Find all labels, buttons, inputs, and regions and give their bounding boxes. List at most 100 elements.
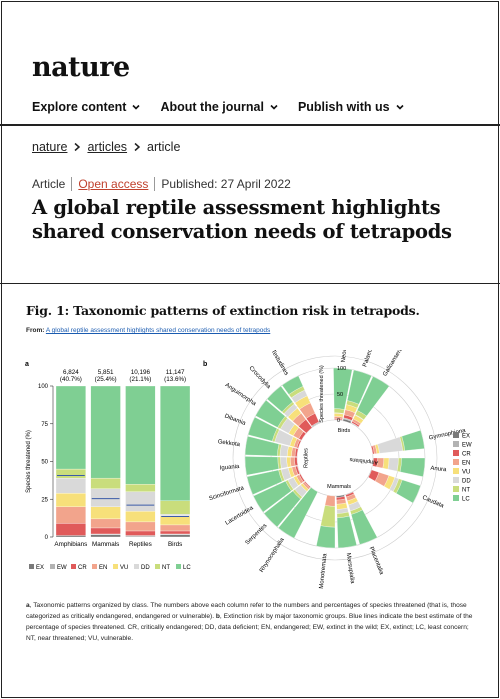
legend-b-swatch-nt xyxy=(453,486,459,492)
legend-swatch-vu xyxy=(113,564,118,569)
y-tick-label: 50 xyxy=(41,460,48,466)
legend-swatch-lc xyxy=(176,564,181,569)
legend-b-label-cr: CR xyxy=(462,452,471,458)
bar-segment-cr xyxy=(125,530,156,536)
polar-category-label: Marsupialia xyxy=(345,553,355,585)
bar-segment-dd xyxy=(55,477,86,494)
polar-category-label: Anura xyxy=(430,466,447,474)
polar-segment-lc xyxy=(278,487,318,539)
legend-b-label-ex: EX xyxy=(462,434,470,440)
polar-group-label: Mammals xyxy=(327,484,351,490)
bar-pct-label: (13.6%) xyxy=(164,376,186,383)
breadcrumb-link-articles[interactable]: articles xyxy=(87,140,128,154)
nav-label: Explore content xyxy=(32,100,127,114)
legend-label-ew: EW xyxy=(57,565,67,571)
legend-b-label-nt: NT xyxy=(462,488,470,494)
legend-swatch-nt xyxy=(155,564,160,569)
legend-label-vu: VU xyxy=(120,565,128,571)
polar-category-label: Anguimorpha xyxy=(224,382,257,407)
bar-segment-lc xyxy=(125,385,156,485)
bar-segment-nt xyxy=(55,468,86,479)
legend-swatch-dd xyxy=(134,564,139,569)
meta-divider xyxy=(71,177,73,191)
bar-segment-lc xyxy=(55,385,86,470)
bar-segment-en xyxy=(55,506,86,524)
polar-category-label: Gekkota xyxy=(217,439,241,448)
caption-text-b: , Extinction risk by major taxonomic gro… xyxy=(26,613,473,642)
legend-label-nt: NT xyxy=(162,565,170,571)
polar-axis-title: Species threatened (%) xyxy=(319,365,325,423)
bar-count-label: 10,196 xyxy=(131,369,151,376)
polar-segment-lc xyxy=(336,515,357,549)
figure-title: Fig. 1: Taxonomic patterns of extinction… xyxy=(26,303,420,318)
figure-image[interactable]: a 0 25 50 75 100 Species threatened (%) 6,824 (4… xyxy=(20,327,490,590)
source-article-link[interactable]: A global reptile assessment highlights s… xyxy=(45,327,271,334)
bar-segment-cr xyxy=(90,527,121,535)
polar-segment-lc xyxy=(351,509,378,545)
article-meta: Article Open access Published: 27 April … xyxy=(32,177,291,191)
nav-divider xyxy=(0,124,500,126)
legend-label-lc: LC xyxy=(183,565,191,571)
chevron-right-icon xyxy=(134,142,141,152)
x-tick-label: Reptiles xyxy=(129,541,152,548)
figure-caption: a, Taxonomic patterns organized by class… xyxy=(26,600,476,644)
chevron-down-icon xyxy=(132,104,141,110)
legend-b-label-lc: LC xyxy=(462,497,470,503)
polar-segment-lc xyxy=(266,385,293,413)
polar-category-label: Iguania xyxy=(220,464,241,472)
legend-b-label-en: EN xyxy=(462,461,470,467)
legend-b-swatch-cr xyxy=(453,450,459,456)
nav-about-journal[interactable]: About the journal xyxy=(160,100,278,114)
y-tick-label: 75 xyxy=(41,422,48,428)
bar-segment-vu xyxy=(90,506,121,520)
legend-label-dd: DD xyxy=(141,565,150,571)
polar-segment-lc xyxy=(347,369,372,405)
bar-segment-vu xyxy=(125,511,156,523)
legend-label-ex: EX xyxy=(36,565,44,571)
panel-b-label: b xyxy=(203,361,207,368)
bar-pct-label: (40.7%) xyxy=(60,376,82,383)
polar-segment-en xyxy=(290,457,296,467)
site-logo[interactable]: nature xyxy=(32,52,130,83)
bar-segment-lc xyxy=(90,385,121,479)
y-tick-label: 0 xyxy=(45,535,49,541)
bar-segment-dd xyxy=(125,491,156,512)
polar-category-label: Monotremata xyxy=(319,553,329,589)
polar-segment-dd xyxy=(280,456,288,469)
polar-group-label: Birds xyxy=(338,428,351,434)
bar-segment-en xyxy=(90,518,121,529)
polar-category-label: Rhynocephalia xyxy=(259,537,286,574)
legend-b-label-dd: DD xyxy=(462,479,471,485)
legend-b-swatch-en xyxy=(453,459,459,465)
caption-label-b: b xyxy=(215,613,220,620)
bar-segment-nt xyxy=(90,477,121,489)
legend-b-swatch-ex xyxy=(453,432,459,438)
polar-segment-lc xyxy=(253,480,292,513)
bar-segment-nt xyxy=(160,500,191,515)
caption-text-a: , Taxonomic patterns organized by class.… xyxy=(26,602,467,620)
polar-segment-lc xyxy=(399,457,426,477)
breadcrumb-link-nature[interactable]: nature xyxy=(32,140,68,154)
x-tick-label: Amphibians xyxy=(54,541,87,548)
breadcrumb: nature articles article xyxy=(32,140,180,154)
bar-segment-cr xyxy=(160,530,191,535)
legend-b-swatch-vu xyxy=(453,468,459,474)
bar-segment-en xyxy=(125,521,156,532)
bar-segment-en xyxy=(160,524,191,532)
nav-explore-content[interactable]: Explore content xyxy=(32,100,141,114)
polar-segment-en xyxy=(324,494,336,507)
polar-category-label: Neoaves xyxy=(341,350,349,363)
open-access-link[interactable]: Open access xyxy=(78,177,149,191)
bar-pct-label: (25.4%) xyxy=(95,376,117,383)
bar-count-label: 5,851 xyxy=(98,369,114,376)
legend-label-en: EN xyxy=(99,565,107,571)
x-tick-label: Birds xyxy=(168,541,182,548)
polar-axis-tick: 0 xyxy=(337,418,340,424)
bar-segment-ex xyxy=(160,534,191,538)
legend-b-label-ew: EW xyxy=(462,443,472,449)
polar-category-label: Lacertoidea xyxy=(225,505,256,527)
polar-group-label: Reptiles xyxy=(303,448,309,468)
polar-segment-lc xyxy=(316,525,336,549)
polar-segment-lc xyxy=(246,469,283,495)
nav-publish-with-us[interactable]: Publish with us xyxy=(298,100,405,114)
